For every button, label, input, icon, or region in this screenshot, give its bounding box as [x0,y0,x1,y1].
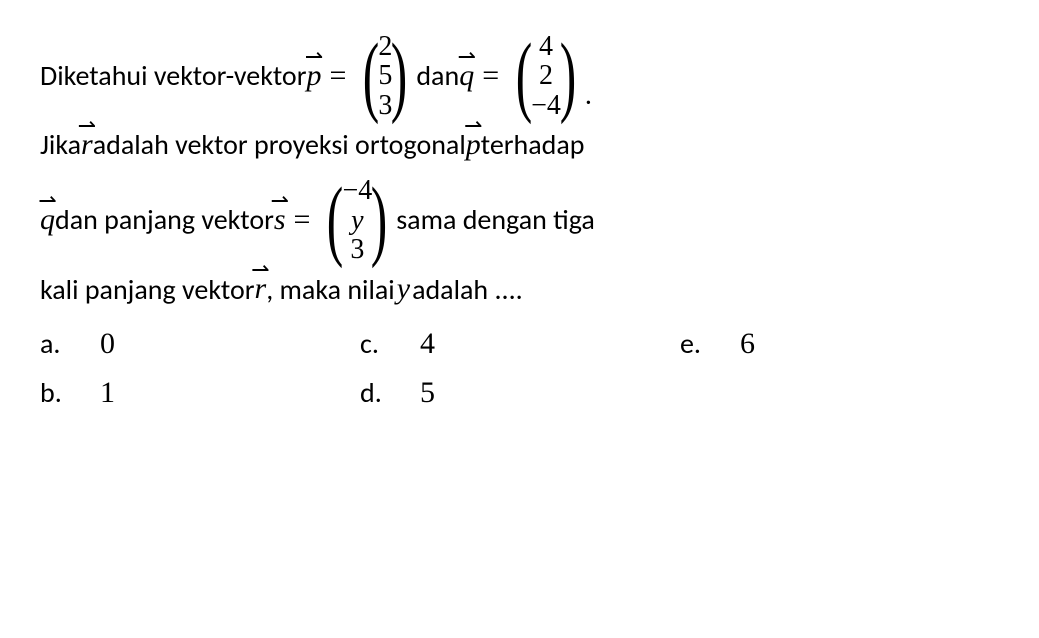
vector-p: ⇀ p [306,59,321,93]
vector-s: ⇀ s [274,203,286,237]
option-d[interactable]: d. 5 [360,375,680,410]
text-terhadap: terhadap [481,128,585,162]
option-value: 4 [420,327,435,361]
option-value: 5 [420,376,435,410]
text-kali-panjang: kali panjang vektor [40,273,255,307]
arrow-icon: ⇀ [38,195,56,206]
right-paren-icon: ) [391,38,407,115]
matrix-s: ( −4 y 3 ) [320,176,394,264]
matrix-s-col: −4 y 3 [342,176,372,264]
option-label: c. [360,326,420,361]
matrix-p: ( 2 5 3 ) [356,32,414,120]
right-paren-icon: ) [371,182,387,259]
vector-q-2: ⇀ q [40,203,55,237]
matrix-q-col: 4 2 −4 [531,32,561,120]
option-value: 6 [740,327,755,361]
option-label: e. [680,326,740,361]
arrow-icon: ⇀ [270,195,288,206]
vector-p-2: ⇀ p [466,128,481,162]
option-value: 0 [100,327,115,361]
option-c[interactable]: c. 4 [360,326,680,361]
option-row-1: a. 0 c. 4 e. 6 [40,326,999,361]
equals-sign: = [329,59,346,93]
right-paren-icon: ) [560,38,576,115]
vector-q: ⇀ q [459,59,474,93]
arrow-icon: ⇀ [305,51,323,62]
period: . [585,77,592,112]
arrow-icon: ⇀ [457,51,475,62]
problem-line-2: Jika ⇀ r adalah vektor proyeksi ortogona… [40,128,999,162]
text-diketahui: Diketahui vektor-vektor [40,59,306,93]
left-paren-icon: ( [363,38,379,115]
text-maka-nilai: , maka nilai [266,273,395,307]
vector-r-2: ⇀ r [255,272,267,306]
text-sama-dengan: sama dengan tiga [396,203,595,237]
option-a[interactable]: a. 0 [40,326,360,361]
matrix-cell: 3 [350,235,364,264]
arrow-icon: ⇀ [78,120,96,131]
arrow-icon: ⇀ [251,264,269,275]
matrix-cell: 4 [539,32,553,61]
var-y: y [397,272,410,306]
left-paren-icon: ( [516,38,532,115]
matrix-cell: −4 [342,176,372,205]
option-value: 1 [100,376,115,410]
problem-line-4: kali panjang vektor ⇀ r , maka nilai y a… [40,272,999,306]
option-label: a. [40,326,100,361]
text-jika: Jika [40,128,81,162]
text-dan-panjang: dan panjang vektor [55,203,274,237]
vector-r: ⇀ r [81,128,93,162]
text-adalah: adalah vektor proyeksi ortogonal [93,128,466,162]
matrix-cell: −4 [531,91,561,120]
equals-sign: = [294,203,311,237]
matrix-cell: 2 [539,61,553,90]
left-paren-icon: ( [327,182,343,259]
text-adalah: adalah .... [412,273,523,307]
matrix-q: ( 4 2 −4 ) [509,32,583,120]
arrow-icon: ⇀ [464,120,482,131]
option-row-2: b. 1 d. 5 [40,375,999,410]
option-b[interactable]: b. 1 [40,375,360,410]
option-e[interactable]: e. 6 [680,326,1000,361]
matrix-cell: y [351,206,363,235]
option-label: d. [360,375,420,410]
problem-line-3: ⇀ q dan panjang vektor ⇀ s = ( −4 y 3 ) … [40,176,999,264]
answer-options: a. 0 c. 4 e. 6 b. 1 d. 5 [40,326,999,410]
equals-sign: = [482,59,499,93]
text-dan: dan [416,59,459,93]
option-label: b. [40,375,100,410]
problem-line-1: Diketahui vektor-vektor ⇀ p = ( 2 5 3 ) … [40,32,999,120]
